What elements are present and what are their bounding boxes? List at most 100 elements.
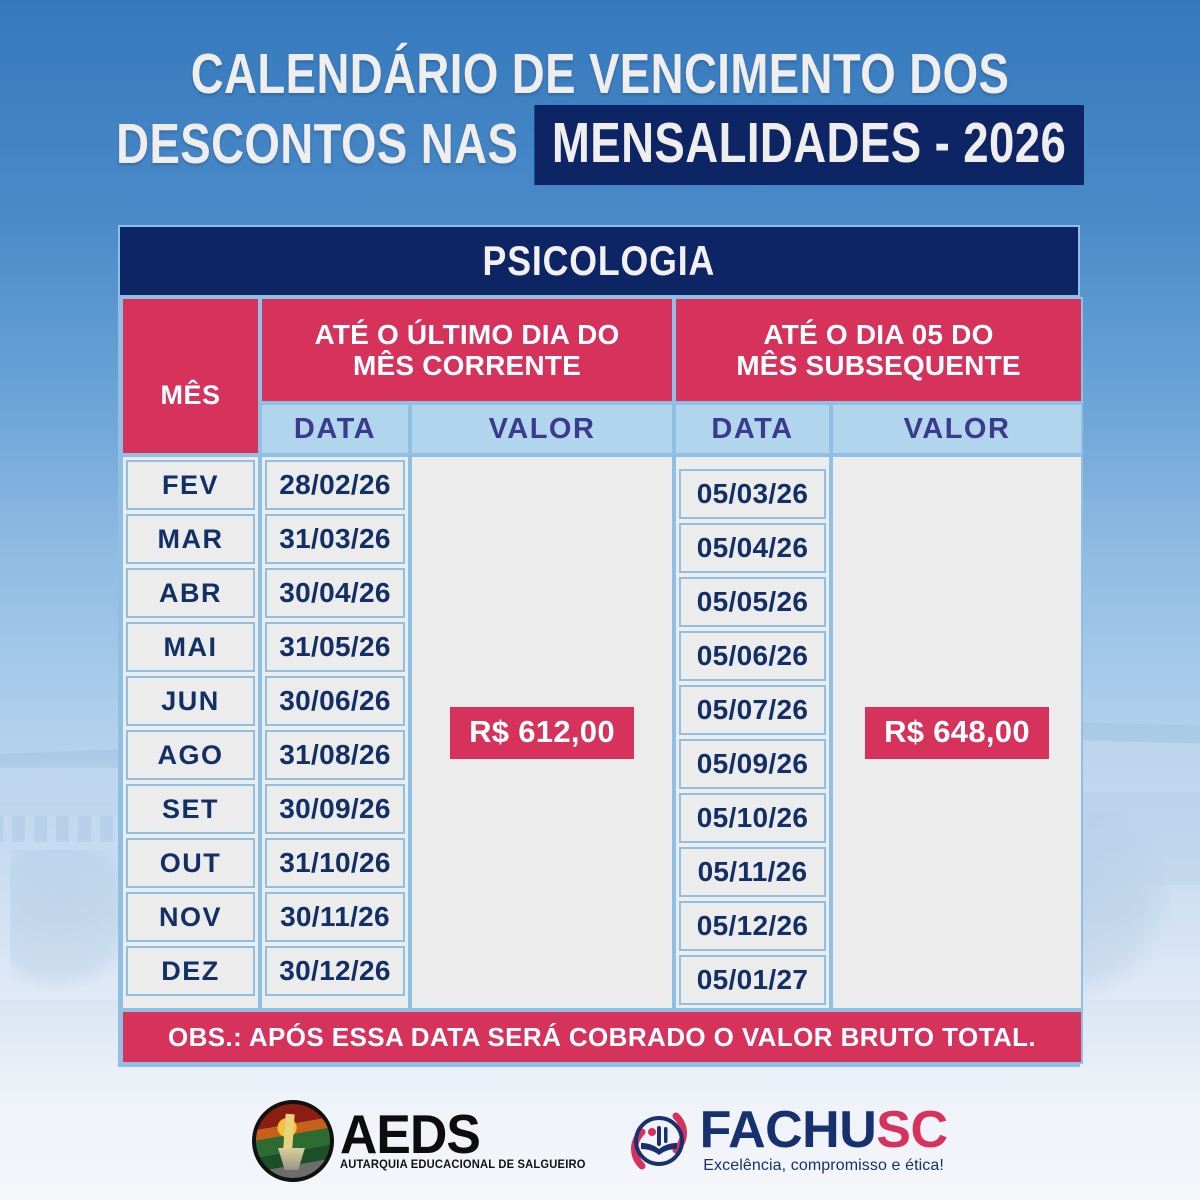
header-group-1-line1: ATÉ O ÚLTIMO DIA DO — [314, 318, 620, 350]
fachusc-wordmark: FACHUSC — [700, 1104, 948, 1156]
header-group-2-line2: MÊS SUBSEQUENTE — [736, 350, 1021, 381]
header-month: MÊS — [121, 297, 260, 455]
table-cell-month: NOV — [126, 892, 255, 942]
table-cell-month-text: MAI — [163, 631, 218, 662]
table-cell-date-current: 30/12/26 — [265, 946, 405, 996]
fachusc-word-part1: FACHU — [699, 1101, 877, 1160]
table-cell-month: SET — [126, 784, 255, 834]
column-dates-next-month: 05/03/26 05/04/26 05/05/26 05/06/26 05/07/26… — [674, 455, 831, 1010]
column-value-next-month: R$ 648,00 — [831, 455, 1083, 1010]
table-cell-month-text: MAR — [157, 523, 224, 554]
table-cell-month: FEV — [126, 460, 255, 510]
table-cell-date-next-text: 05/06/26 — [696, 640, 809, 671]
table-cell-date-current-text: 28/02/26 — [279, 469, 391, 500]
header-month-label: MÊS — [160, 379, 221, 410]
aeds-subtitle: AUTARQUIA EDUCACIONAL DE SALGUEIRO — [340, 1159, 587, 1172]
aeds-text-block: AEDS AUTARQUIA EDUCACIONAL DE SALGUEIRO — [340, 1106, 593, 1172]
table-cell-date-current-text: 30/09/26 — [279, 793, 391, 824]
subheader-valor-current: VALOR — [410, 403, 674, 455]
column-value-current-month: R$ 612,00 — [410, 455, 674, 1010]
fachusc-text-block: FACHUSC Excelência, compromisso e ética! — [700, 1104, 948, 1175]
observation-text: OBS.: APÓS ESSA DATA SERÁ COBRADO O VALO… — [167, 1021, 1037, 1052]
value-badge-current-month: R$ 612,00 — [450, 706, 634, 759]
table-cell-date-current-text: 31/08/26 — [279, 739, 391, 770]
table-grid: MÊS ATÉ O ÚLTIMO DIA DO MÊS CORRENTE ATÉ… — [118, 297, 1083, 1067]
table-cell-date-next: 05/12/26 — [679, 901, 826, 951]
table-cell-date-current-text: 31/03/26 — [279, 523, 391, 554]
table-cell-month: DEZ — [126, 946, 255, 996]
subheader-data-current: DATA — [260, 403, 410, 455]
table-cell-date-current: 28/02/26 — [265, 460, 405, 510]
table-cell-date-next-text: 05/10/26 — [696, 802, 809, 833]
column-dates-current-month: 28/02/26 31/03/26 30/04/26 31/05/26 30/06/26… — [260, 455, 410, 1010]
schedule-table: PSICOLOGIA MÊS ATÉ O ÚLTIMO DIA DO MÊS C… — [118, 225, 1083, 1067]
table-cell-date-current-text: 30/04/26 — [279, 577, 391, 608]
header-group-current-month: ATÉ O ÚLTIMO DIA DO MÊS CORRENTE — [260, 297, 674, 403]
table-cell-month-text: JUN — [161, 685, 220, 716]
header-group-next-month: ATÉ O DIA 05 DO MÊS SUBSEQUENTE — [674, 297, 1083, 403]
table-cell-date-next-text: 05/05/26 — [696, 586, 809, 617]
table-cell-month: ABR — [126, 568, 255, 618]
footer-logos: AEDS AUTARQUIA EDUCACIONAL DE SALGUEIRO … — [0, 1100, 1200, 1182]
table-cell-date-next-text: 05/01/27 — [696, 964, 809, 995]
observation-bar: OBS.: APÓS ESSA DATA SERÁ COBRADO O VALO… — [121, 1010, 1083, 1064]
table-cell-date-next: 05/09/26 — [679, 739, 826, 789]
table-cell-month-text: FEV — [161, 469, 219, 500]
table-cell-date-next: 05/04/26 — [679, 523, 826, 573]
table-cell-month: AGO — [126, 730, 255, 780]
table-cell-month-text: DEZ — [161, 955, 220, 986]
table-cell-month-text: ABR — [159, 577, 222, 608]
table-cell-month-text: SET — [161, 793, 219, 824]
title-line-2-highlight: MENSALIDADES - 2026 — [534, 104, 1084, 185]
value-badge-next-month: R$ 648,00 — [865, 706, 1049, 759]
table-cell-date-current: 30/09/26 — [265, 784, 405, 834]
fachusc-tagline: Excelência, compromisso e ética! — [703, 1156, 944, 1174]
table-cell-date-next: 05/11/26 — [679, 847, 826, 897]
subheader-valor-next-label: VALOR — [903, 412, 1011, 445]
column-months: FEV MAR ABR MAI JUN AGO SET OUT NOV DEZ — [121, 455, 260, 1010]
subheader-data-next-label: DATA — [711, 412, 794, 445]
fachusc-book-icon — [628, 1110, 690, 1172]
table-cell-date-next: 05/01/27 — [679, 955, 826, 1005]
table-cell-date-next-text: 05/04/26 — [696, 532, 809, 563]
poster-title: CALENDÁRIO DE VENCIMENTO DOS DESCONTOS N… — [0, 44, 1200, 185]
course-name: PSICOLOGIA — [482, 237, 716, 284]
subheader-valor-current-label: VALOR — [488, 412, 596, 445]
table-cell-date-current-text: 30/06/26 — [279, 685, 391, 716]
table-cell-date-current: 31/08/26 — [265, 730, 405, 780]
fachusc-word-part2: SC — [876, 1101, 948, 1160]
table-cell-date-next-text: 05/11/26 — [697, 856, 808, 887]
table-cell-date-current: 31/03/26 — [265, 514, 405, 564]
course-banner: PSICOLOGIA — [118, 225, 1080, 297]
table-cell-date-current-text: 30/11/26 — [280, 901, 390, 932]
subheader-data-current-label: DATA — [293, 412, 377, 445]
table-cell-month: JUN — [126, 676, 255, 726]
header-group-1-line2: MÊS CORRENTE — [353, 350, 581, 381]
title-line-1: CALENDÁRIO DE VENCIMENTO DOS — [190, 42, 1010, 106]
aeds-seal-icon — [252, 1100, 335, 1182]
table-cell-month-text: AGO — [157, 739, 224, 770]
subheader-data-next: DATA — [674, 403, 831, 455]
header-group-2-line1: ATÉ O DIA 05 DO — [763, 318, 994, 350]
aeds-logo: AEDS AUTARQUIA EDUCACIONAL DE SALGUEIRO — [252, 1100, 593, 1182]
table-cell-date-current: 30/04/26 — [265, 568, 405, 618]
table-cell-month-text: OUT — [159, 847, 222, 878]
table-cell-date-next: 05/06/26 — [679, 631, 826, 681]
table-cell-date-current-text: 30/12/26 — [279, 955, 391, 986]
header-group-next-month-label: ATÉ O DIA 05 DO MÊS SUBSEQUENTE — [736, 319, 1021, 382]
table-cell-date-current-text: 31/05/26 — [279, 631, 391, 662]
table-cell-month: MAR — [126, 514, 255, 564]
table-cell-date-current: 31/05/26 — [265, 622, 405, 672]
fachusc-logo: FACHUSC Excelência, compromisso e ética! — [628, 1104, 948, 1175]
table-cell-date-next: 05/07/26 — [679, 685, 826, 735]
table-cell-month-text: NOV — [158, 901, 222, 932]
table-cell-month: OUT — [126, 838, 255, 888]
table-cell-date-next-text: 05/07/26 — [696, 694, 809, 725]
table-cell-date-current: 30/06/26 — [265, 676, 405, 726]
subheader-valor-next: VALOR — [831, 403, 1083, 455]
table-cell-month: MAI — [126, 622, 255, 672]
table-cell-date-next: 05/03/26 — [679, 469, 826, 519]
header-group-current-month-label: ATÉ O ÚLTIMO DIA DO MÊS CORRENTE — [314, 319, 619, 382]
table-cell-date-current: 30/11/26 — [265, 892, 405, 942]
title-line-2: DESCONTOS NAS MENSALIDADES - 2026 — [116, 104, 1084, 185]
